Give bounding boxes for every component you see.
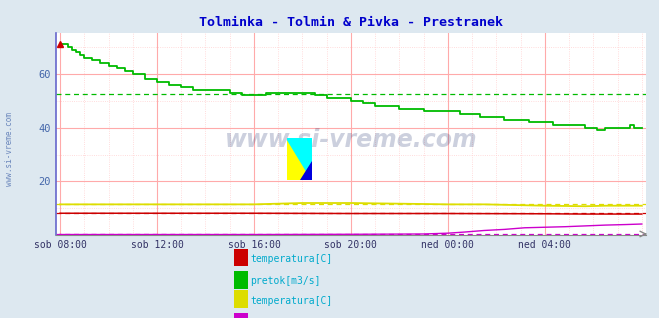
Title: Tolminka - Tolmin & Pivka - Prestranek: Tolminka - Tolmin & Pivka - Prestranek — [199, 17, 503, 30]
Text: www.si-vreme.com: www.si-vreme.com — [5, 113, 14, 186]
Polygon shape — [301, 161, 312, 180]
Text: temperatura[C]: temperatura[C] — [250, 295, 333, 306]
Text: www.si-vreme.com: www.si-vreme.com — [225, 128, 477, 152]
Polygon shape — [287, 138, 312, 180]
Text: pretok[m3/s]: pretok[m3/s] — [250, 276, 321, 287]
Text: temperatura[C]: temperatura[C] — [250, 254, 333, 264]
